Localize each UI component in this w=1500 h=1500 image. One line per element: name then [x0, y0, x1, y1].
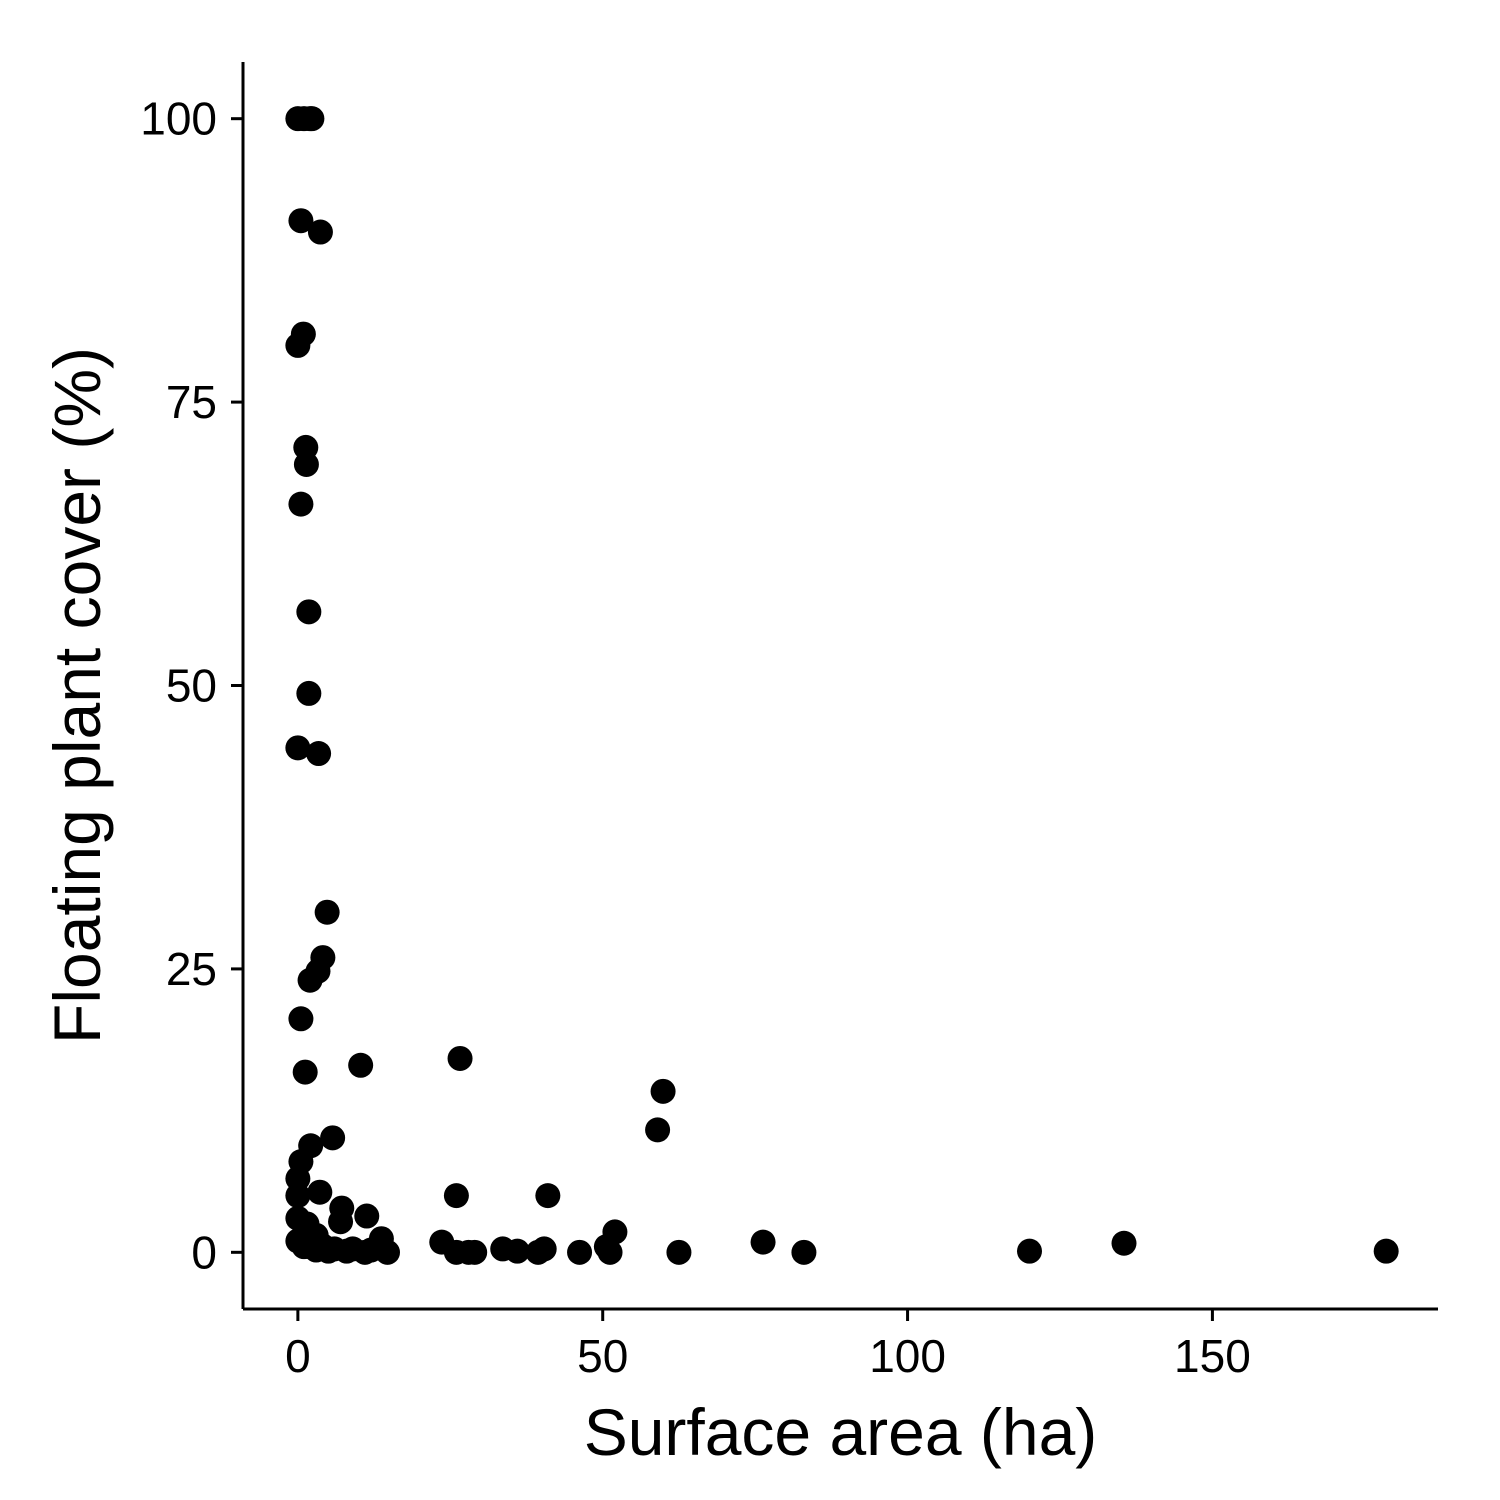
y-axis-title: Floating plant cover (%): [40, 347, 114, 1044]
data-point: [285, 332, 311, 358]
data-point: [292, 1059, 318, 1085]
data-point: [650, 1078, 676, 1104]
y-tick-label: 75: [166, 376, 217, 428]
data-point: [791, 1239, 817, 1265]
data-point: [531, 1236, 557, 1262]
data-point: [1017, 1238, 1043, 1264]
data-point: [535, 1183, 561, 1209]
x-tick-label: 150: [1174, 1330, 1251, 1382]
data-point: [288, 491, 314, 517]
data-point: [296, 680, 322, 706]
data-point: [1373, 1238, 1399, 1264]
data-point: [462, 1239, 488, 1265]
data-point: [288, 208, 314, 234]
data-point: [285, 1183, 311, 1209]
data-point: [750, 1229, 776, 1255]
data-point: [328, 1209, 354, 1235]
data-points: [285, 106, 1399, 1265]
x-tick-label: 100: [869, 1330, 946, 1382]
data-point: [567, 1239, 593, 1265]
data-point: [354, 1203, 380, 1229]
data-point: [348, 1052, 374, 1078]
data-point: [320, 1125, 346, 1151]
data-point: [447, 1045, 473, 1071]
data-point: [314, 899, 340, 925]
y-tick-label: 25: [166, 943, 217, 995]
data-point: [597, 1239, 623, 1265]
data-point: [504, 1238, 530, 1264]
data-point: [297, 967, 323, 993]
data-point: [285, 735, 311, 761]
data-point: [645, 1117, 671, 1143]
data-point: [1111, 1230, 1137, 1256]
data-point: [307, 1179, 333, 1205]
data-point: [374, 1239, 400, 1265]
data-point: [306, 741, 332, 767]
data-point: [666, 1239, 692, 1265]
y-axis-ticks: 0 25 50 75 100: [140, 93, 243, 1278]
data-point: [296, 599, 322, 625]
data-point: [602, 1219, 628, 1245]
x-axis-title: Surface area (ha): [584, 1395, 1098, 1469]
y-tick-label: 50: [166, 660, 217, 712]
data-point: [443, 1183, 469, 1209]
x-tick-label: 50: [577, 1330, 628, 1382]
y-tick-label: 0: [191, 1226, 217, 1278]
data-point: [288, 1006, 314, 1032]
y-tick-label: 100: [140, 93, 217, 145]
x-tick-label: 0: [285, 1330, 311, 1382]
data-point: [293, 451, 319, 477]
x-axis-ticks: 0 50 100 150: [285, 1309, 1251, 1382]
data-point: [307, 219, 333, 245]
data-point: [299, 106, 325, 132]
